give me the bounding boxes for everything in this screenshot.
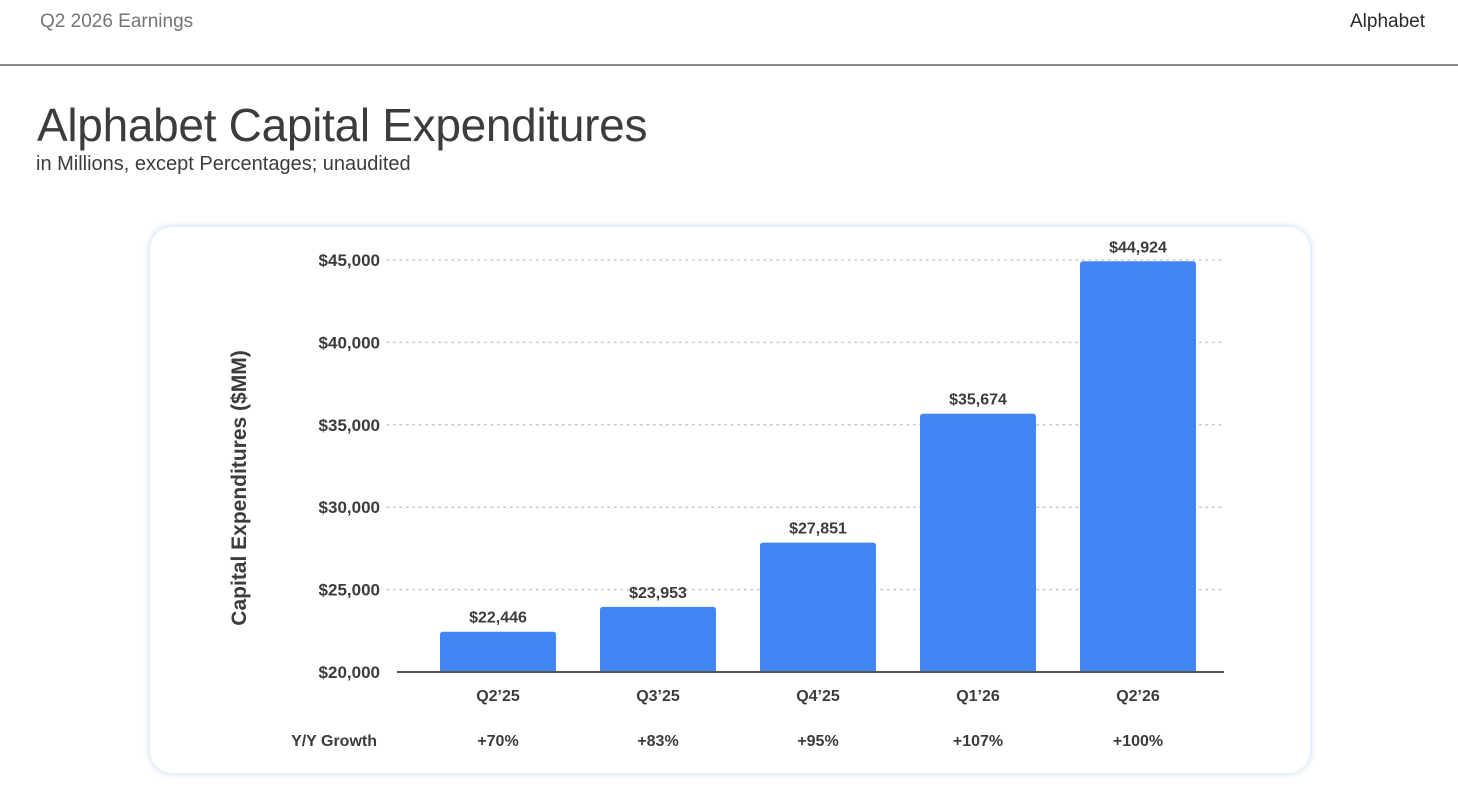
y-tick-label: $30,000	[319, 498, 380, 517]
header-bar: Q2 2026 Earnings Alphabet	[0, 0, 1458, 66]
bar-value-label: $22,446	[469, 610, 527, 627]
y-tick-label: $35,000	[319, 416, 380, 435]
company-name: Alphabet	[1349, 11, 1425, 32]
y-tick-label: $40,000	[319, 333, 380, 352]
bar-value-label: $35,674	[949, 392, 1007, 409]
y-tick-label: $45,000	[319, 251, 380, 270]
bar-value-label: $23,953	[629, 585, 687, 602]
x-tick-label: Q4’25	[796, 688, 840, 705]
bar	[920, 413, 1036, 672]
growth-value: +70%	[477, 733, 518, 750]
growth-value: +95%	[797, 733, 838, 750]
bar	[440, 631, 556, 672]
x-tick-label: Q1’26	[956, 688, 1000, 705]
bar-value-label: $27,851	[789, 521, 847, 538]
bar	[760, 542, 876, 672]
bar	[600, 606, 716, 672]
growth-value: +83%	[637, 733, 678, 750]
growth-value: +100%	[1113, 733, 1163, 750]
page-title: Alphabet Capital Expenditures	[37, 99, 648, 151]
page-subtitle: in Millions, except Percentages; unaudit…	[36, 153, 411, 175]
y-axis-label: Capital Expenditures ($MM)	[228, 350, 251, 626]
x-tick-label: Q3’25	[636, 688, 680, 705]
growth-value: +107%	[953, 733, 1003, 750]
x-tick-label: Q2’25	[476, 688, 520, 705]
y-tick-label: $20,000	[319, 663, 380, 682]
growth-row-label: Y/Y Growth	[291, 733, 377, 750]
bar	[1080, 261, 1196, 672]
x-tick-label: Q2’26	[1116, 688, 1160, 705]
bar-value-label: $44,924	[1109, 239, 1167, 256]
y-tick-label: $25,000	[319, 581, 380, 600]
report-period-label: Q2 2026 Earnings	[40, 11, 194, 32]
